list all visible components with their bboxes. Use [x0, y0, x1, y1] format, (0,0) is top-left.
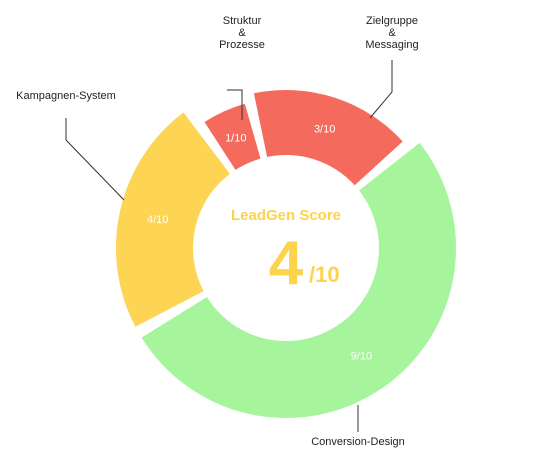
- center-score: 4: [269, 229, 304, 298]
- slice-label-1: 1/10: [225, 132, 246, 144]
- slice-label-3: 9/10: [351, 351, 372, 363]
- slice-1: [204, 103, 261, 170]
- callout-line-1: [227, 89, 243, 120]
- slice-label-4: 4/10: [147, 214, 168, 226]
- donut-slices: [116, 89, 456, 418]
- slice-2: [253, 89, 403, 186]
- slice-4: [116, 112, 230, 327]
- callout-label-2: Zielgruppe & Messaging: [365, 15, 418, 51]
- callout-line-4: [65, 118, 125, 201]
- slice-labels: 1/10 3/10 9/10 4/10: [147, 124, 372, 363]
- slice-label-2: 3/10: [314, 124, 335, 136]
- callout-line-2: [369, 60, 393, 119]
- category-callouts: Struktur & Prozesse Zielgruppe & Messaging Con…: [16, 15, 418, 448]
- callout-label-1: Struktur & Prozesse: [219, 15, 265, 51]
- slice-3: [141, 142, 456, 418]
- callout-label-3: Conversion-Design: [311, 436, 405, 448]
- center-score-suffix: /10: [309, 262, 340, 287]
- center-title: LeadGen Score: [231, 207, 341, 224]
- callout-label-4: Kampagnen-System: [16, 90, 116, 102]
